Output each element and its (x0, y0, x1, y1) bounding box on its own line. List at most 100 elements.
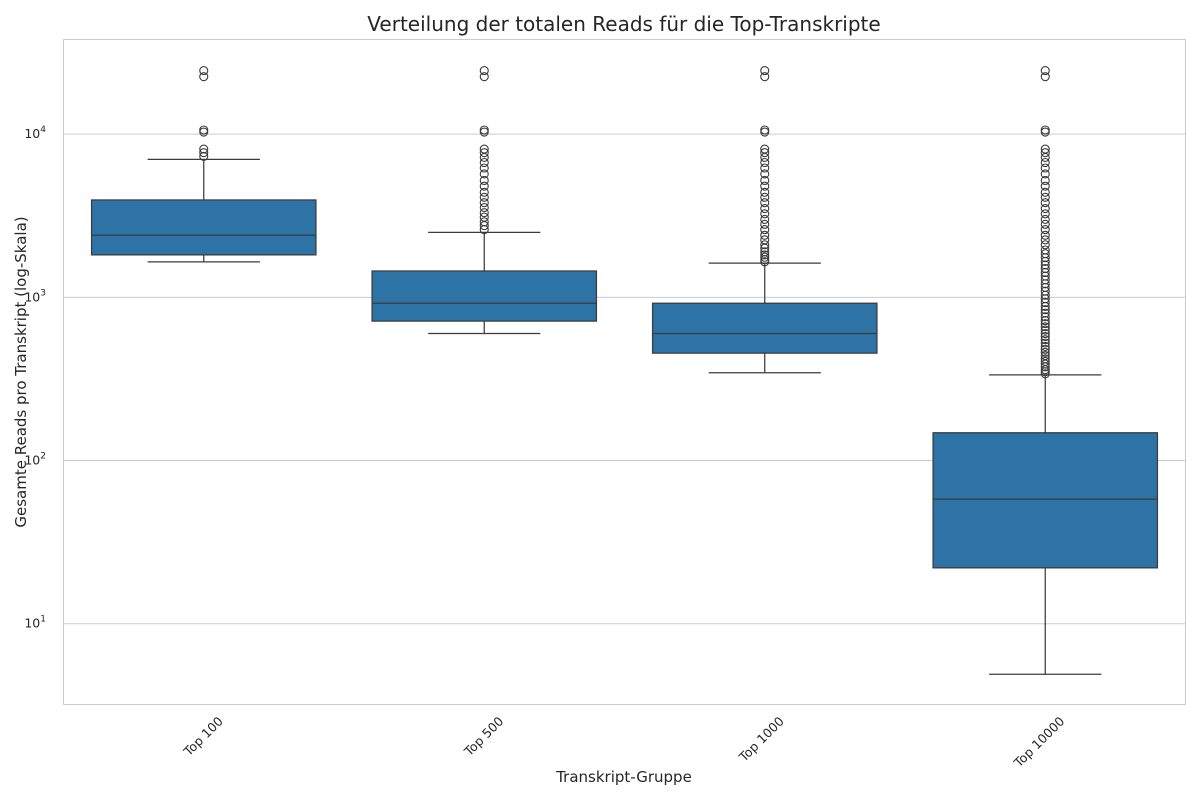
x-axis-ticks: Top 100 Top 500 Top 1000 Top 10000 (180, 713, 1067, 770)
outlier-point (1040, 264, 1050, 274)
outlier-point (1040, 163, 1050, 173)
outlier-point (1040, 203, 1050, 214)
outlier-point (1040, 344, 1050, 354)
outlier-point (1040, 308, 1050, 318)
outlier-point (1040, 350, 1050, 361)
outlier-point (1040, 328, 1050, 339)
outlier-point (1040, 356, 1050, 366)
outlier-point (479, 175, 489, 186)
outlier-point (760, 198, 770, 208)
outlier-point (479, 169, 489, 179)
outlier-point (1040, 319, 1050, 329)
outlier-point (479, 152, 489, 162)
outlier-point (1040, 225, 1050, 235)
y-tick-exponent: 4 (40, 125, 46, 135)
outlier-point (1040, 354, 1050, 364)
outlier-point (760, 219, 770, 229)
outlier-point (1040, 125, 1050, 135)
outlier-point (1040, 305, 1050, 315)
outlier-point (1040, 249, 1050, 259)
x-tick-label: Top 500 (460, 713, 506, 759)
outlier-point (760, 157, 770, 168)
boxes-layer (90, 66, 1159, 675)
y-tick-exponent: 3 (40, 288, 46, 298)
outlier-point (760, 230, 770, 240)
box-iqr (932, 432, 1159, 569)
outlier-point (1040, 245, 1050, 255)
outlier-point (479, 181, 489, 191)
y-tick-exponent: 2 (40, 452, 46, 462)
outlier-point (760, 214, 770, 225)
y-tick-label: 102 (24, 452, 46, 468)
outlier-point (1040, 338, 1050, 348)
outlier-point (479, 208, 489, 218)
x-tick-label: Top 100 (180, 713, 226, 759)
outlier-point (1040, 169, 1050, 179)
y-tick-base: 10 (24, 616, 40, 631)
outlier-point (1040, 332, 1050, 342)
outlier-point (479, 217, 489, 227)
y-tick-base: 10 (24, 453, 40, 468)
y-axis-label: Gesamte Reads pro Transkript (log-Skala) (12, 216, 30, 527)
outlier-point (1040, 148, 1050, 158)
outlier-point (1040, 66, 1050, 76)
outlier-point (479, 202, 489, 213)
outlier-point (760, 163, 770, 173)
outlier-point (479, 163, 489, 173)
outlier-point (1040, 181, 1050, 191)
box-iqr (90, 199, 317, 256)
outlier-point (760, 235, 770, 245)
outlier-point (1040, 214, 1050, 225)
outlier-point (760, 144, 770, 154)
outlier-point (760, 203, 770, 214)
outlier-point (199, 148, 209, 158)
outlier-point (760, 240, 770, 250)
y-tick-label: 104 (24, 125, 46, 141)
outlier-point (479, 72, 489, 82)
outlier-point (199, 125, 209, 135)
outlier-point (1040, 192, 1050, 202)
y-tick-base: 10 (24, 126, 40, 141)
outlier-point (1040, 235, 1050, 245)
outlier-point (760, 247, 770, 257)
outlier-point (760, 148, 770, 158)
outlier-point (760, 187, 770, 197)
outlier-point (1040, 240, 1050, 250)
outlier-point (479, 157, 489, 168)
outlier-point (479, 187, 489, 197)
outlier-point (1040, 347, 1050, 357)
outlier-point (1040, 187, 1050, 197)
outlier-point (479, 66, 489, 76)
outlier-point (1040, 341, 1050, 352)
outlier-point (760, 225, 770, 235)
y-tick-label: 101 (24, 615, 46, 631)
outlier-point (760, 169, 770, 179)
outlier-point (760, 252, 770, 262)
outlier-point (479, 148, 489, 158)
y-tick-base: 10 (24, 289, 40, 304)
box-group (371, 66, 598, 335)
outlier-point (760, 66, 770, 76)
outlier-point (1040, 260, 1050, 270)
outlier-point (479, 212, 489, 222)
outlier-point (1040, 286, 1050, 296)
outlier-point (1040, 312, 1050, 322)
outlier-point (1040, 198, 1050, 208)
box-iqr (371, 270, 598, 322)
outlier-point (760, 72, 770, 82)
outlier-point (1040, 219, 1050, 229)
outlier-point (479, 125, 489, 135)
outlier-point (1040, 297, 1050, 308)
outlier-point (760, 152, 770, 162)
outlier-point (479, 198, 489, 208)
outlier-point (1040, 152, 1050, 162)
outlier-point (1040, 175, 1050, 186)
outlier-point (1040, 209, 1050, 219)
x-tick-label: Top 1000 (735, 713, 787, 765)
chart-title: Verteilung der totalen Reads für die Top… (367, 12, 880, 36)
outlier-point (1040, 157, 1050, 168)
outlier-point (199, 72, 209, 82)
box-group (932, 66, 1159, 675)
